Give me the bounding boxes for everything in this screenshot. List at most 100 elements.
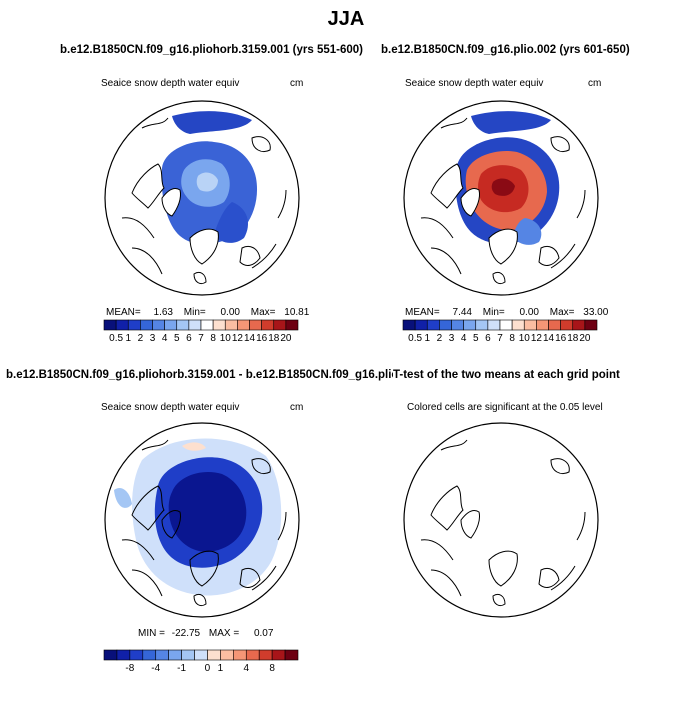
colorbar-tick-label: 1: [125, 333, 131, 344]
colorbar-tick-label: 8: [509, 333, 515, 344]
coastline: [121, 439, 287, 597]
colorbar-tick-label: 2: [437, 333, 443, 344]
stat-mean-label: MEAN=: [106, 307, 141, 318]
coastline: [420, 117, 586, 275]
colorbar-swatch: [164, 319, 178, 331]
map-field: [121, 111, 287, 285]
map-field: [114, 438, 287, 607]
colorbar-swatch: [116, 649, 131, 661]
colorbar-tick-label: 6: [186, 333, 192, 344]
stat-min-value: -22.75: [171, 628, 201, 639]
colorbar-swatch: [103, 649, 118, 661]
colorbar-swatch: [499, 319, 513, 331]
colorbar-3: -8 -4 -1 0 1 4 8: [103, 649, 299, 674]
colorbar-swatch: [140, 319, 153, 331]
stat-max-value: 10.81: [284, 307, 310, 318]
panel-3-variable: Seaice snow depth water equiv: [101, 402, 240, 413]
ice-edge: [471, 111, 551, 134]
panel-1-units: cm: [290, 78, 304, 89]
coastline: [488, 228, 518, 265]
coastline: [492, 593, 506, 607]
stat-max-value: 33.00: [583, 307, 609, 318]
colorbar-tick-label: -1: [177, 663, 186, 674]
colorbar-tick-label: 16: [555, 333, 567, 344]
polar-map-4: [403, 422, 599, 618]
stat-min-label: MIN =: [138, 628, 165, 639]
colorbar-swatch: [584, 319, 598, 331]
coastline: [131, 163, 165, 209]
colorbar-swatch: [523, 319, 537, 331]
colorbar-swatch: [168, 649, 182, 661]
colorbar-swatch: [475, 319, 489, 331]
coastline: [251, 136, 271, 152]
map-boundary: [104, 422, 300, 618]
map-boundary: [104, 100, 300, 296]
colorbar-tick-label: 20: [280, 333, 292, 344]
polar-map-2: [403, 100, 599, 296]
stat-mean-label: MEAN=: [405, 307, 440, 318]
colorbar-swatch: [273, 319, 287, 331]
coastline: [488, 550, 518, 587]
coastline: [189, 228, 219, 265]
coastline: [460, 509, 480, 539]
colorbar-tick-label: 4: [243, 663, 249, 674]
colorbar-tick-label: 16: [256, 333, 268, 344]
stat-mean-value: 7.44: [452, 307, 472, 318]
stat-max-label: MAX =: [208, 628, 240, 639]
coastline: [550, 458, 570, 474]
stat-min-value: 0.00: [519, 307, 539, 318]
colorbar-tick-label: 10: [220, 333, 232, 344]
panel-1-variable: Seaice snow depth water equiv: [101, 78, 240, 89]
coastline: [492, 271, 506, 285]
polar-map-3: [104, 422, 300, 618]
panel-1-stats: MEAN= 1.63 Min= 0.00 Max= 10.81: [106, 307, 309, 318]
colorbar-swatch: [439, 319, 452, 331]
colorbar-swatch: [129, 649, 144, 661]
colorbar-tick-label: -4: [151, 663, 160, 674]
colorbar-tick-label: 1: [424, 333, 430, 344]
panel-2-title: b.e12.B1850CN.f09_g16.plio.002 (yrs 601-…: [381, 44, 630, 56]
colorbar-swatch: [224, 319, 238, 331]
polar-map-1: [104, 100, 300, 296]
map-boundary: [403, 422, 599, 618]
coastline: [538, 567, 560, 588]
coastline: [189, 550, 219, 587]
coastline: [239, 245, 261, 266]
stat-mean-value: 1.63: [153, 307, 173, 318]
panel-3-units: cm: [290, 402, 304, 413]
colorbar-tick-label: 18: [268, 333, 280, 344]
stat-max-value: 0.07: [253, 628, 274, 639]
panel-2-units: cm: [588, 78, 602, 89]
colorbar-tick-label: 0.5: [109, 333, 123, 344]
colorbar-tick-label: 2: [138, 333, 144, 344]
colorbar-swatch: [245, 649, 260, 661]
colorbar-swatch: [212, 319, 226, 331]
colorbar-tick-label: 10: [519, 333, 531, 344]
ice-peak: [491, 178, 515, 196]
colorbar-swatch: [261, 319, 275, 331]
stat-max-label: Max=: [250, 307, 276, 318]
colorbar-swatch: [249, 319, 262, 331]
stat-max-label: Max=: [549, 307, 575, 318]
colorbar-swatch: [548, 319, 561, 331]
colorbar-swatch: [152, 319, 165, 331]
map-boundary: [403, 100, 599, 296]
colorbar-swatch: [115, 319, 129, 331]
coastline: [550, 136, 570, 152]
map-field: [420, 439, 586, 607]
colorbar-2: 0.5 1 2 3 4 5 6 7 8 10 12 14 16 18 20: [402, 319, 598, 344]
colorbar-tick-label: 12: [232, 333, 244, 344]
colorbar-swatch: [285, 319, 299, 331]
colorbar-tick-label: 18: [567, 333, 579, 344]
colorbar-swatch: [271, 649, 286, 661]
colorbar-swatch: [284, 649, 299, 661]
colorbar-tick-label: 20: [579, 333, 591, 344]
colorbar-swatch: [220, 649, 234, 661]
coastline: [430, 485, 464, 531]
ice-edge: [214, 202, 248, 243]
colorbar-swatch: [402, 319, 416, 331]
colorbar-tick-label: 5: [174, 333, 180, 344]
colorbar-tick-label: 0.5: [408, 333, 422, 344]
diff-peak: [168, 472, 247, 552]
colorbar-tick-label: 14: [543, 333, 555, 344]
